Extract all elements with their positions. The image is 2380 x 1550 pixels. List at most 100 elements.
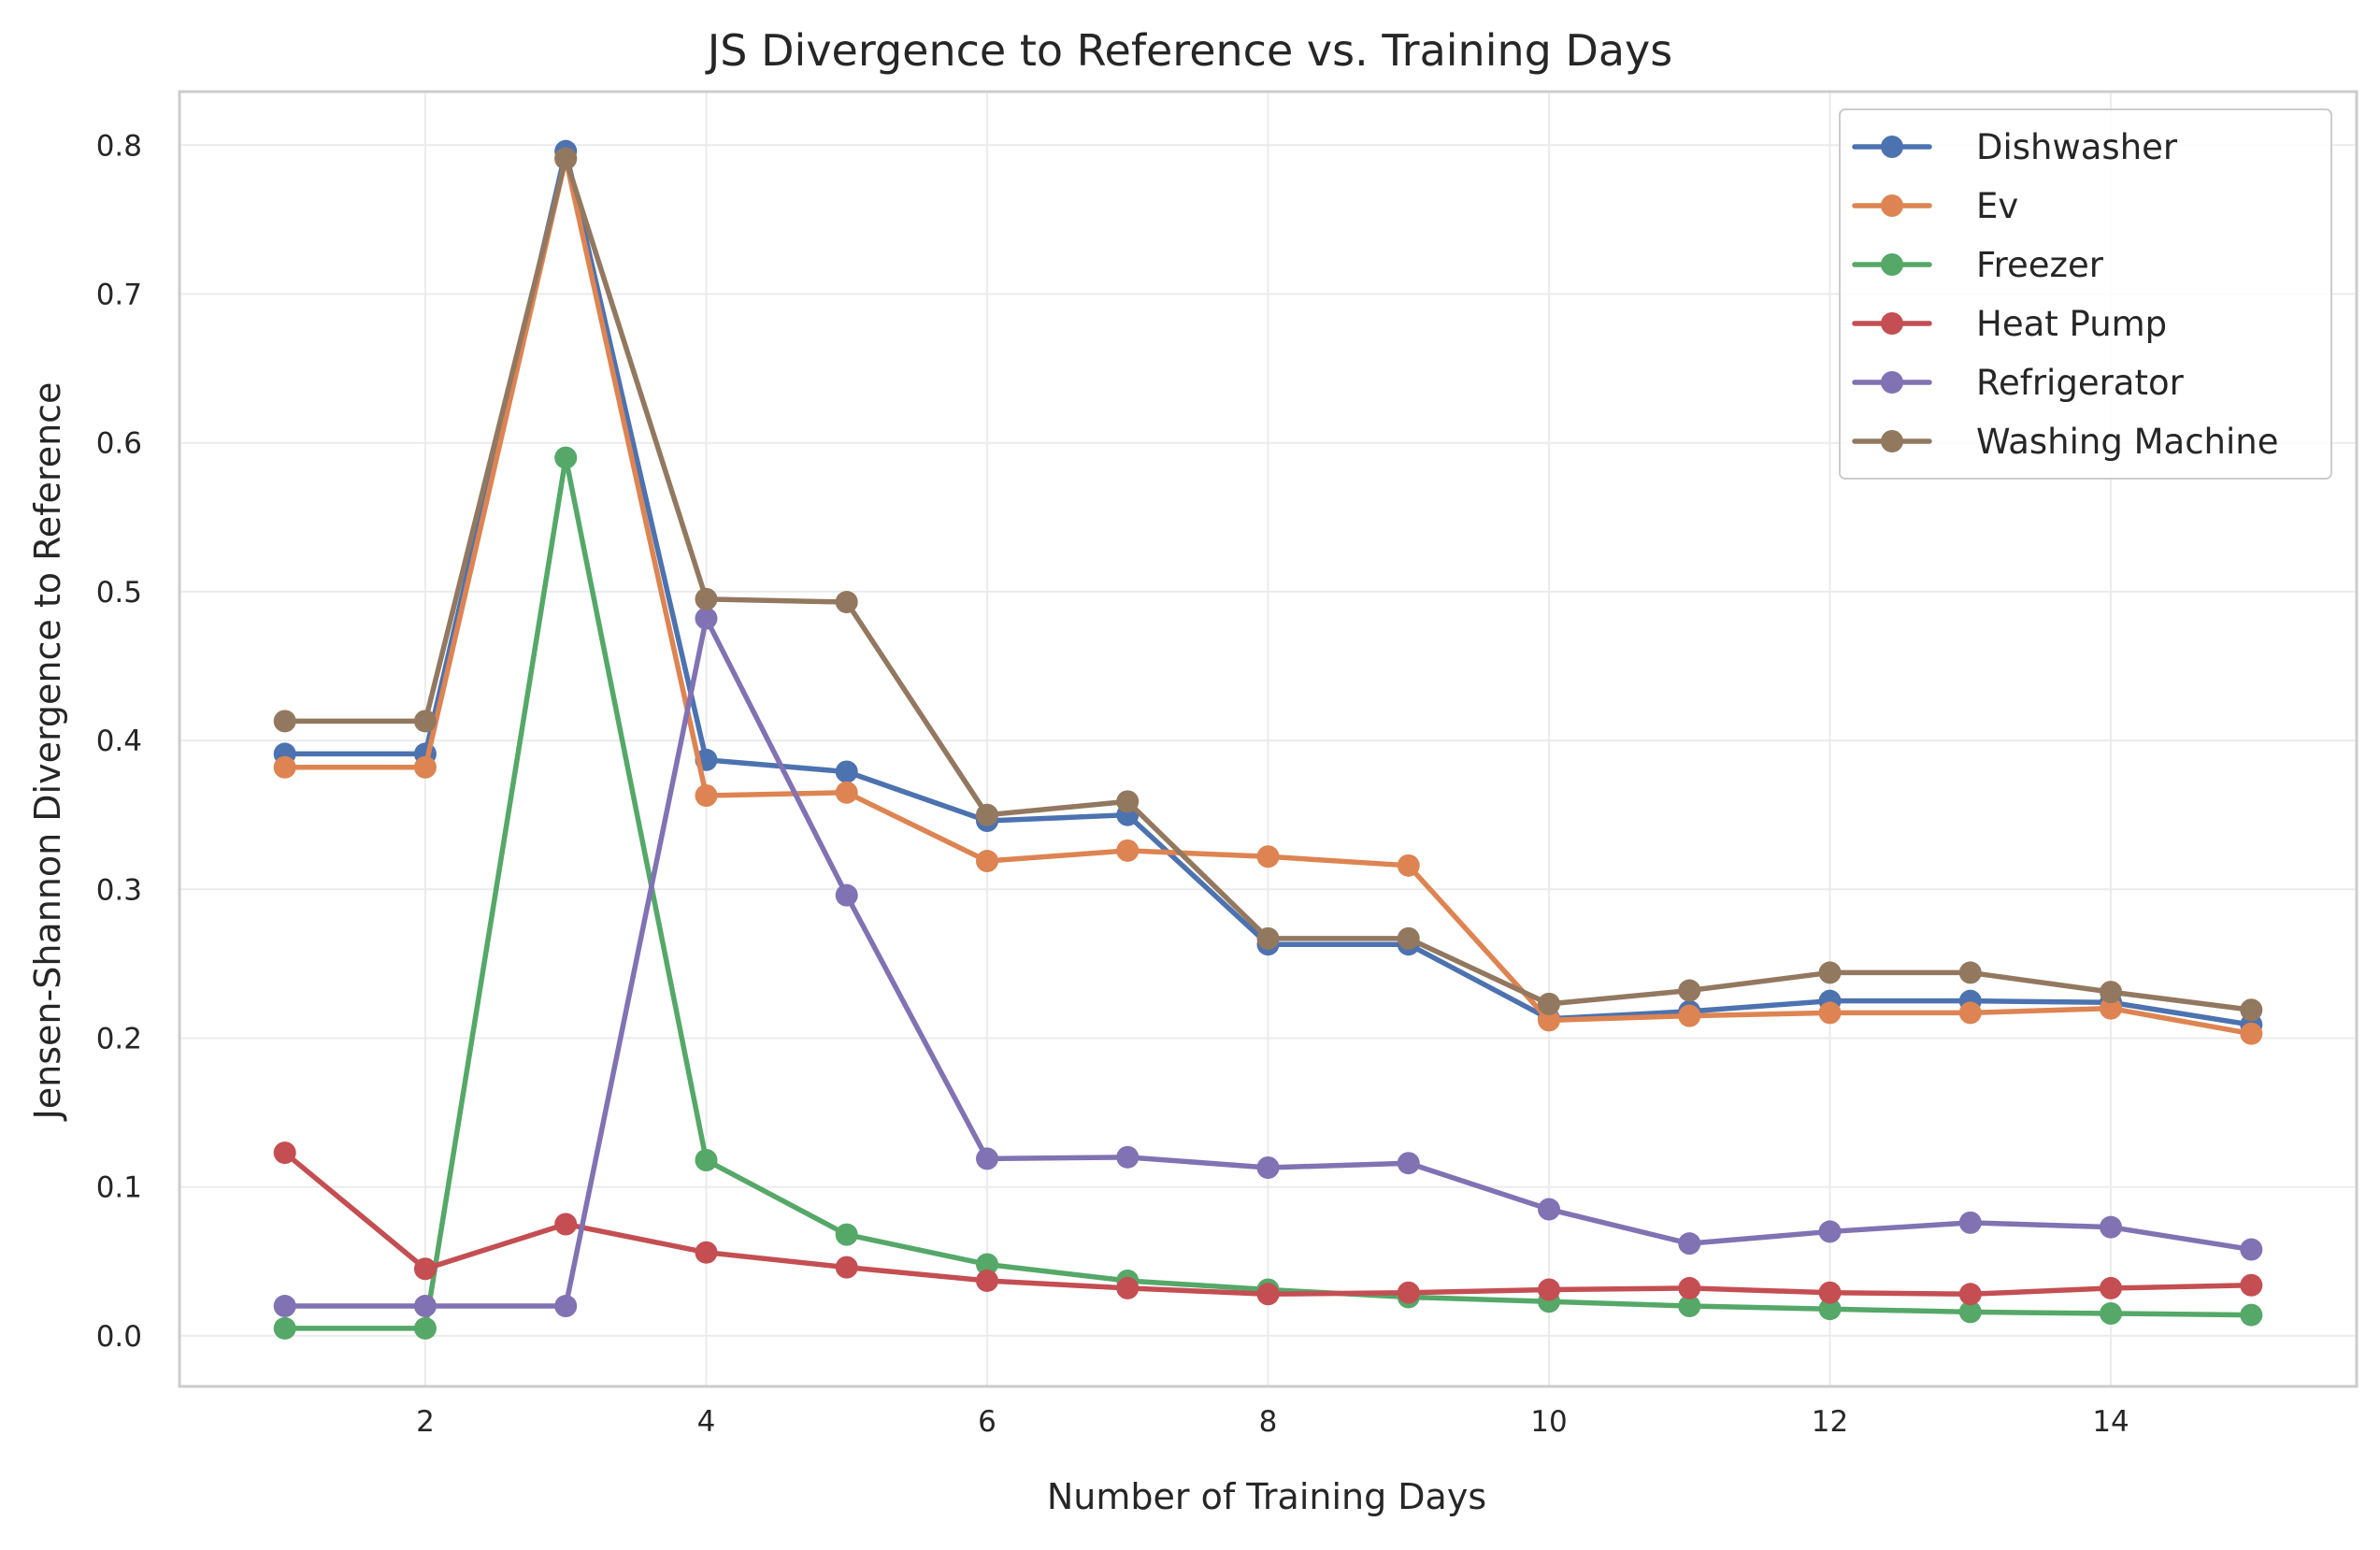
legend-label: Dishwasher bbox=[1976, 127, 2178, 167]
data-point bbox=[695, 607, 718, 630]
data-point bbox=[1116, 1145, 1140, 1169]
y-tick-label: 0.0 bbox=[96, 1320, 142, 1354]
data-point bbox=[1678, 1295, 1701, 1318]
data-point bbox=[1818, 1281, 1842, 1304]
data-point bbox=[554, 147, 578, 170]
y-tick-label: 0.4 bbox=[96, 725, 142, 758]
data-point bbox=[413, 1316, 437, 1340]
data-point bbox=[695, 587, 718, 610]
data-point bbox=[2240, 998, 2263, 1022]
data-point bbox=[2100, 1301, 2123, 1325]
data-point bbox=[413, 1257, 437, 1281]
series-heat-pump bbox=[273, 1141, 2263, 1306]
legend-item: Dishwasher bbox=[1852, 127, 2178, 167]
data-point bbox=[413, 710, 437, 733]
data-point bbox=[835, 1223, 858, 1246]
data-point bbox=[1678, 1004, 1701, 1027]
data-point bbox=[2100, 997, 2123, 1020]
data-point bbox=[835, 781, 858, 804]
data-point bbox=[1256, 845, 1280, 868]
data-point bbox=[2100, 1215, 2123, 1239]
data-point bbox=[835, 591, 858, 614]
data-point bbox=[273, 710, 296, 733]
data-point bbox=[554, 1213, 578, 1236]
data-point bbox=[1397, 1281, 1420, 1304]
legend-item: Freezer bbox=[1852, 245, 2104, 285]
data-point bbox=[695, 1241, 718, 1264]
data-point bbox=[1538, 1278, 1561, 1301]
data-point bbox=[975, 1253, 998, 1276]
data-point bbox=[2240, 1022, 2263, 1045]
data-point bbox=[975, 1147, 998, 1170]
data-point bbox=[1538, 992, 1561, 1015]
data-point bbox=[1256, 926, 1280, 950]
data-point bbox=[1818, 1001, 1842, 1025]
data-point bbox=[1958, 961, 1982, 984]
plot-frame bbox=[178, 90, 2358, 1388]
y-tick-label: 0.1 bbox=[96, 1171, 142, 1205]
x-tick-label: 4 bbox=[697, 1405, 716, 1439]
data-point bbox=[975, 1269, 998, 1292]
data-point bbox=[273, 755, 296, 779]
y-tick-label: 0.5 bbox=[96, 576, 142, 610]
data-point bbox=[1256, 1283, 1280, 1306]
data-point bbox=[554, 446, 578, 469]
data-point bbox=[2240, 1303, 2263, 1327]
data-point bbox=[2240, 1238, 2263, 1261]
data-point bbox=[273, 1141, 296, 1165]
data-point bbox=[1116, 790, 1140, 813]
y-tick-label: 0.7 bbox=[96, 279, 142, 312]
legend-label: Washing Machine bbox=[1976, 422, 2278, 462]
data-point bbox=[835, 1256, 858, 1279]
data-point bbox=[1397, 926, 1420, 950]
legend-label: Ev bbox=[1976, 186, 2018, 226]
data-point bbox=[1818, 1220, 1842, 1243]
y-tick-label: 0.8 bbox=[96, 129, 142, 163]
legend-marker bbox=[1881, 136, 1903, 158]
legend-item: Heat Pump bbox=[1852, 304, 2167, 344]
data-point bbox=[1678, 979, 1701, 1002]
data-point bbox=[1538, 1198, 1561, 1221]
data-point bbox=[1958, 1001, 1982, 1025]
x-tick-label: 6 bbox=[978, 1405, 996, 1439]
data-point bbox=[835, 760, 858, 783]
series-layer bbox=[273, 139, 2263, 1340]
grid-lines bbox=[179, 92, 2357, 1386]
data-point bbox=[273, 1316, 296, 1340]
x-tick-label: 8 bbox=[1259, 1405, 1278, 1439]
legend-marker bbox=[1881, 430, 1903, 452]
x-tick-label: 2 bbox=[416, 1405, 435, 1439]
chart-title: JS Divergence to Reference vs. Training … bbox=[705, 25, 1673, 76]
data-point bbox=[2240, 1273, 2263, 1297]
data-point bbox=[835, 883, 858, 907]
data-point bbox=[1818, 1298, 1842, 1321]
y-tick-label: 0.3 bbox=[96, 873, 142, 907]
legend-label: Heat Pump bbox=[1976, 304, 2167, 344]
data-point bbox=[975, 803, 998, 826]
data-point bbox=[413, 1295, 437, 1318]
data-point bbox=[1958, 1283, 1982, 1306]
data-point bbox=[2100, 1276, 2123, 1299]
legend-item: Refrigerator bbox=[1852, 363, 2185, 403]
data-point bbox=[1116, 1276, 1140, 1299]
data-point bbox=[695, 1149, 718, 1172]
legend-box bbox=[1839, 108, 2332, 480]
data-point bbox=[554, 1295, 578, 1318]
data-point bbox=[1818, 961, 1842, 984]
y-tick-label: 0.2 bbox=[96, 1022, 142, 1055]
data-point bbox=[1397, 854, 1420, 877]
series-washing-machine bbox=[273, 147, 2263, 1022]
data-point bbox=[2100, 981, 2123, 1004]
legend-label: Freezer bbox=[1976, 245, 2104, 285]
x-tick-label: 12 bbox=[1812, 1405, 1848, 1439]
tick-labels: 2 4 6 8 10 12 14 0.0 0.1 0.2 0.3 0.4 0.5 0.6 0.7 0.8 bbox=[96, 129, 2129, 1439]
legend-marker bbox=[1881, 312, 1903, 335]
y-tick-label: 0.6 bbox=[96, 427, 142, 461]
data-point bbox=[1958, 1300, 1982, 1324]
legend-item: Ev bbox=[1852, 186, 2018, 226]
x-axis-label: Number of Training Days bbox=[1047, 1476, 1486, 1517]
data-point bbox=[413, 755, 437, 779]
x-tick-label: 10 bbox=[1530, 1405, 1567, 1439]
